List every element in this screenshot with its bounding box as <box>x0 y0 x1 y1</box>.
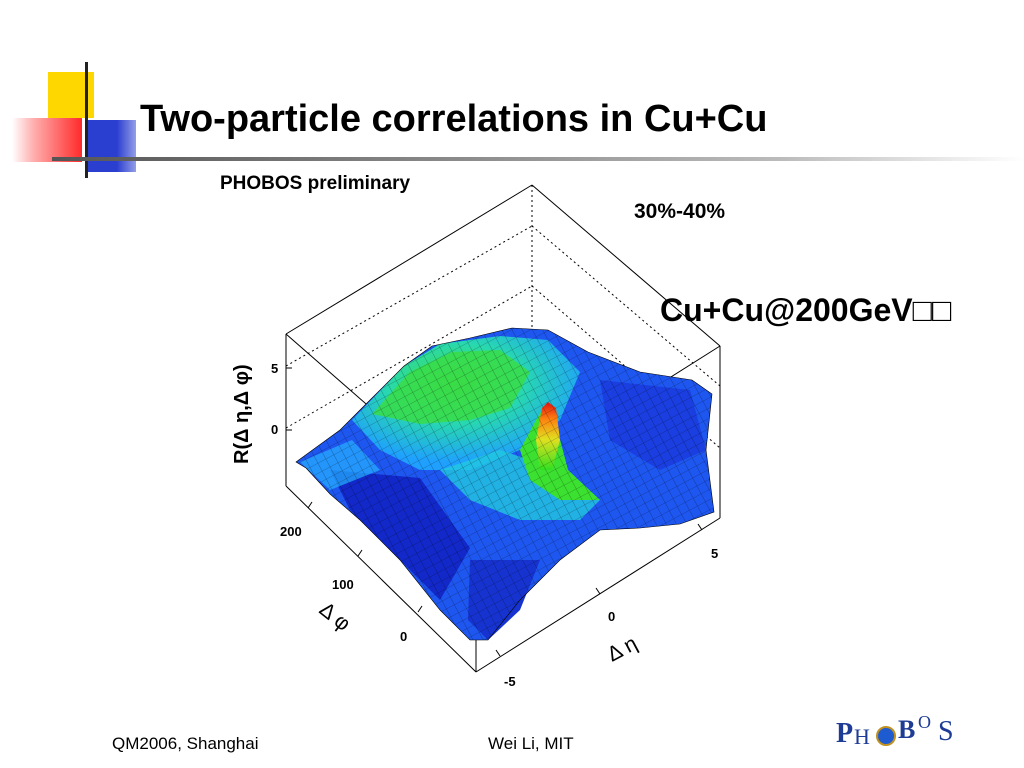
slide-title: Two-particle correlations in Cu+Cu <box>140 98 768 140</box>
eta-tick-0: 0 <box>608 609 615 624</box>
svg-text:O: O <box>918 712 931 732</box>
svg-text:P: P <box>836 718 853 749</box>
decor-red-bar <box>12 118 82 162</box>
z-axis-label: R(Δ η,Δ φ) <box>231 364 253 464</box>
centrality-label: 30%-40% <box>634 200 725 223</box>
axis-ticks <box>286 367 703 657</box>
collision-system-annotation: Cu+Cu@200GeV□□ <box>660 292 951 329</box>
phi-tick-100: 100 <box>332 577 354 592</box>
footer-center: Wei Li, MIT <box>488 734 574 753</box>
annotation-text: Cu+Cu@200GeV <box>660 292 913 328</box>
svg-text:S: S <box>938 716 954 747</box>
phobos-logo: P H B O S <box>836 712 954 749</box>
phobos-preliminary-label: PHOBOS preliminary <box>220 173 410 194</box>
svg-text:H: H <box>854 724 870 749</box>
annotation-glyphs: □□ <box>912 292 952 328</box>
eta-tick-5: 5 <box>711 546 718 561</box>
phi-axis-label: Δ φ <box>315 598 355 636</box>
eta-axis-label: Δ η <box>604 632 642 667</box>
eta-tick-minus5: -5 <box>504 674 516 689</box>
decor-blue-square <box>88 120 136 172</box>
title-underline <box>52 157 1024 161</box>
svg-text:B: B <box>898 715 915 744</box>
footer-left: QM2006, Shanghai <box>112 734 259 753</box>
phi-tick-0: 0 <box>400 629 407 644</box>
z-tick-0: 0 <box>271 422 278 437</box>
decor-vertical-line <box>85 62 88 178</box>
surface-mesh <box>295 327 715 641</box>
z-tick-5: 5 <box>271 361 278 376</box>
phi-tick-200: 200 <box>280 524 302 539</box>
